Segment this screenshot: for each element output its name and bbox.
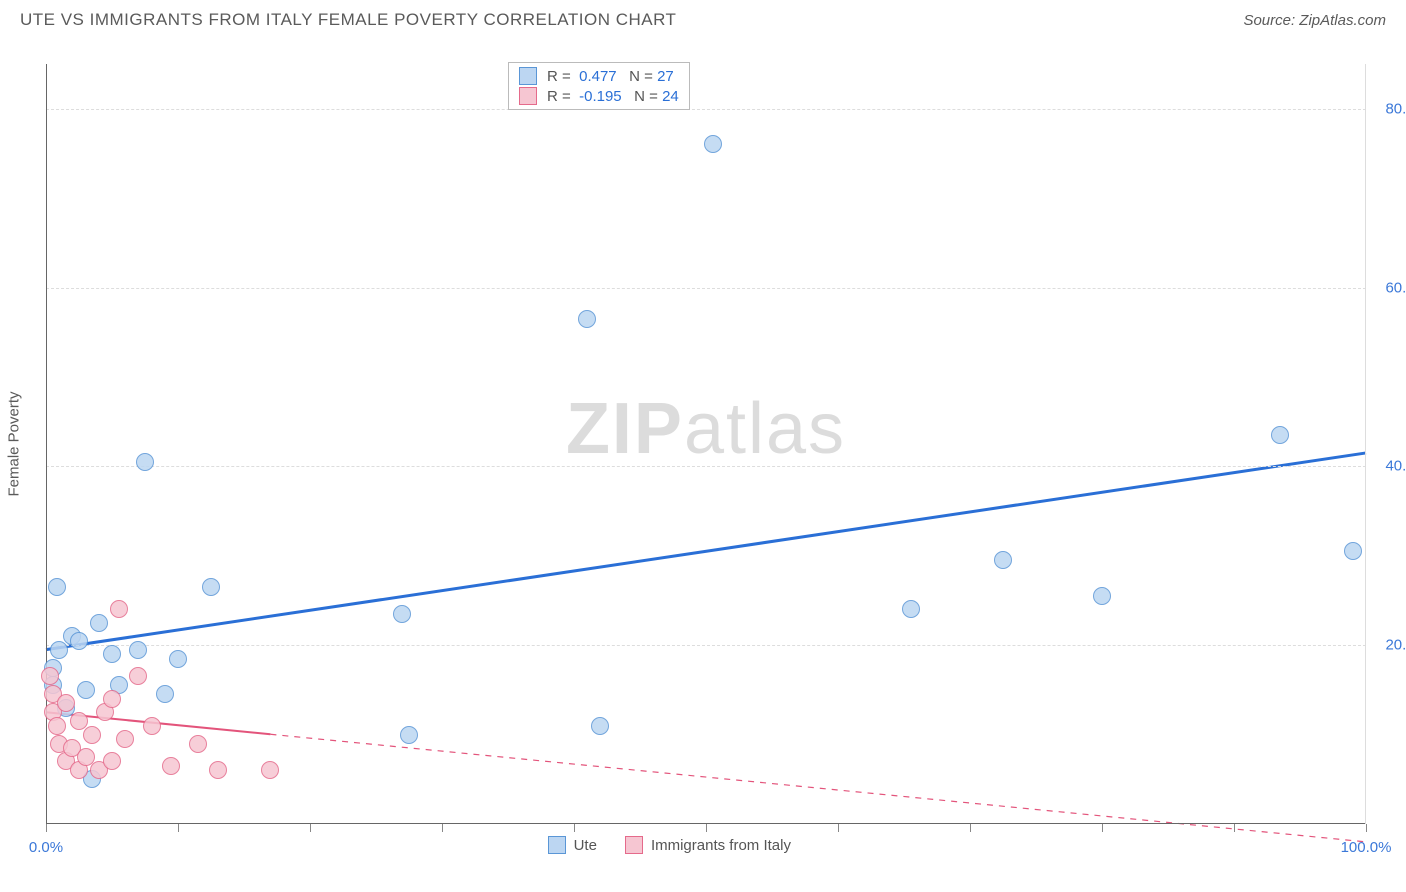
- correlation-legend-row-ute: R = 0.477 N = 27: [519, 67, 679, 85]
- data-point-ute: [1093, 587, 1111, 605]
- data-point-italy: [41, 667, 59, 685]
- data-point-ute: [156, 685, 174, 703]
- data-point-ute: [1271, 426, 1289, 444]
- data-point-ute: [169, 650, 187, 668]
- x-axis: [46, 823, 1366, 824]
- swatch-italy: [625, 836, 643, 854]
- series-legend-item-italy: Immigrants from Italy: [625, 836, 791, 854]
- data-point-ute: [77, 681, 95, 699]
- gridline: [46, 466, 1366, 467]
- data-point-ute: [48, 578, 66, 596]
- data-point-ute: [1344, 542, 1362, 560]
- gridline: [46, 288, 1366, 289]
- xtick-label: 0.0%: [29, 839, 63, 856]
- xtick: [442, 824, 443, 832]
- ytick-label: 60.0%: [1385, 279, 1406, 296]
- data-point-italy: [83, 726, 101, 744]
- swatch-ute: [519, 67, 537, 85]
- data-point-ute: [393, 605, 411, 623]
- swatch-italy: [519, 87, 537, 105]
- swatch-ute: [548, 836, 566, 854]
- data-point-ute: [591, 717, 609, 735]
- data-point-ute: [704, 135, 722, 153]
- plot-area: 20.0%40.0%60.0%80.0%0.0%100.0%R = 0.477 …: [46, 64, 1366, 824]
- xtick: [1366, 824, 1367, 832]
- series-legend-label: Immigrants from Italy: [651, 837, 791, 854]
- data-point-ute: [202, 578, 220, 596]
- data-point-italy: [261, 761, 279, 779]
- data-point-ute: [90, 614, 108, 632]
- correlation-legend: R = 0.477 N = 27 R = -0.195 N = 24: [508, 62, 690, 110]
- xtick: [706, 824, 707, 832]
- data-point-ute: [902, 600, 920, 618]
- correlation-text: R = 0.477 N = 27: [547, 68, 674, 85]
- trend-lines-layer: [46, 64, 1366, 824]
- data-point-ute: [400, 726, 418, 744]
- ytick-label: 80.0%: [1385, 100, 1406, 117]
- xtick-label: 100.0%: [1341, 839, 1392, 856]
- source-attribution: Source: ZipAtlas.com: [1243, 12, 1386, 29]
- data-point-italy: [103, 752, 121, 770]
- data-point-italy: [110, 600, 128, 618]
- correlation-text: R = -0.195 N = 24: [547, 88, 679, 105]
- data-point-ute: [50, 641, 68, 659]
- series-legend-label: Ute: [574, 837, 597, 854]
- data-point-italy: [116, 730, 134, 748]
- gridline: [46, 109, 1366, 110]
- y-axis-right: [1365, 64, 1366, 824]
- data-point-italy: [143, 717, 161, 735]
- gridline: [46, 645, 1366, 646]
- chart-title: UTE VS IMMIGRANTS FROM ITALY FEMALE POVE…: [20, 10, 676, 30]
- xtick: [1102, 824, 1103, 832]
- ytick-label: 20.0%: [1385, 637, 1406, 654]
- xtick: [178, 824, 179, 832]
- correlation-legend-row-italy: R = -0.195 N = 24: [519, 87, 679, 105]
- xtick: [574, 824, 575, 832]
- data-point-ute: [103, 645, 121, 663]
- data-point-italy: [57, 694, 75, 712]
- data-point-italy: [162, 757, 180, 775]
- data-point-italy: [103, 690, 121, 708]
- data-point-ute: [70, 632, 88, 650]
- data-point-italy: [209, 761, 227, 779]
- xtick: [1234, 824, 1235, 832]
- header: UTE VS IMMIGRANTS FROM ITALY FEMALE POVE…: [0, 0, 1406, 30]
- series-legend-item-ute: Ute: [548, 836, 597, 854]
- ytick-label: 40.0%: [1385, 458, 1406, 475]
- xtick: [970, 824, 971, 832]
- xtick: [310, 824, 311, 832]
- trend-line: [46, 453, 1366, 650]
- data-point-ute: [136, 453, 154, 471]
- data-point-italy: [48, 717, 66, 735]
- plot-container: ZIPatlas Female Poverty 20.0%40.0%60.0%8…: [46, 64, 1366, 824]
- data-point-ute: [578, 310, 596, 328]
- data-point-italy: [189, 735, 207, 753]
- data-point-ute: [129, 641, 147, 659]
- data-point-ute: [994, 551, 1012, 569]
- trend-line: [270, 734, 1366, 842]
- y-axis-label: Female Poverty: [6, 391, 23, 496]
- data-point-italy: [129, 667, 147, 685]
- xtick: [838, 824, 839, 832]
- xtick: [46, 824, 47, 832]
- series-legend: Ute Immigrants from Italy: [548, 836, 791, 854]
